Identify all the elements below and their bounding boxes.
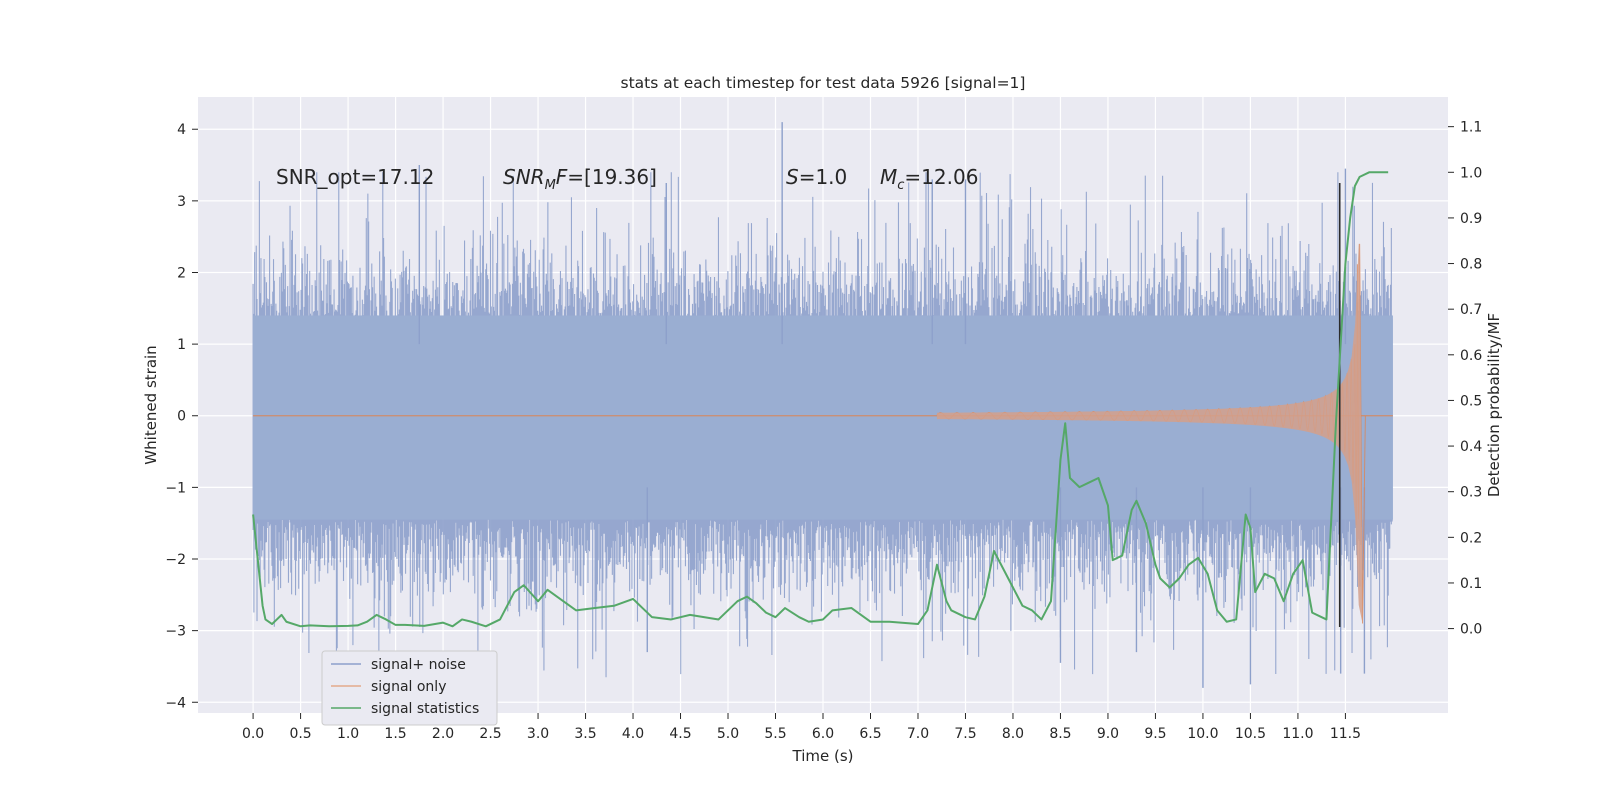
y-right-tick-label-10: 1.0 <box>1460 165 1482 181</box>
y-right-tick-label-9: 0.9 <box>1460 211 1482 227</box>
annotation-mc: Mc=12.06 <box>880 165 978 193</box>
y-right-tick-label-5: 0.5 <box>1460 393 1482 409</box>
x-tick-label-18: 9.0 <box>1097 726 1119 742</box>
x-tick-label-16: 8.0 <box>1002 726 1024 742</box>
x-tick-label-6: 3.0 <box>527 726 549 742</box>
x-tick-label-4: 2.0 <box>432 726 454 742</box>
x-tick-label-12: 6.0 <box>812 726 834 742</box>
y-left-tick-label-2: −2 <box>165 552 186 568</box>
series-signal-only <box>253 243 1393 624</box>
tick-layer: 0.0 0.5 1.0 1.5 2.0 2.5 3.0 3.5 4.0 4.5 5.0 5.5 6.0 6… <box>165 120 1482 742</box>
x-tick-label-11: 5.5 <box>764 726 786 742</box>
y-right-tick-label-7: 0.7 <box>1460 302 1482 318</box>
y-right-tick-label-2: 0.2 <box>1460 530 1482 546</box>
y-right-tick-label-6: 0.6 <box>1460 348 1482 364</box>
legend: signal+ noise signal only signal statist… <box>321 650 498 726</box>
annotation-mc-value: =12.06 <box>904 165 978 189</box>
y-right-tick-label-11: 1.1 <box>1460 120 1482 136</box>
data-layer <box>252 122 1393 688</box>
x-tick-label-17: 8.5 <box>1049 726 1071 742</box>
y-left-tick-label-7: 3 <box>177 194 186 210</box>
annotation-layer: SNR_opt=17.12 SNRMF=[19.36] S=1.0 Mc=12.… <box>276 165 978 193</box>
y-left-tick-label-6: 2 <box>177 265 186 281</box>
legend-label-signal-statistics: signal statistics <box>371 701 479 717</box>
x-tick-label-9: 4.5 <box>669 726 691 742</box>
x-tick-label-23: 11.5 <box>1330 726 1361 742</box>
x-tick-label-5: 2.5 <box>479 726 501 742</box>
y-left-tick-label-1: −3 <box>165 624 186 640</box>
x-tick-label-21: 10.5 <box>1235 726 1266 742</box>
y-left-tick-label-4: 0 <box>177 409 186 425</box>
x-tick-label-1: 0.5 <box>289 726 311 742</box>
y-left-tick-label-5: 1 <box>177 337 186 353</box>
x-tick-label-13: 6.5 <box>859 726 881 742</box>
annotation-snr-mf: SNRMF=[19.36] <box>503 165 657 193</box>
x-tick-label-10: 5.0 <box>717 726 739 742</box>
y-right-tick-label-8: 0.8 <box>1460 257 1482 273</box>
annotation-s: S=1.0 <box>786 165 847 189</box>
y-right-tick-label-4: 0.4 <box>1460 439 1482 455</box>
annotation-snr-mf-value: =[19.36] <box>567 165 657 189</box>
x-tick-label-20: 10.0 <box>1187 726 1218 742</box>
y-axis-label-right: Detection probability/MF <box>1485 313 1503 497</box>
x-tick-label-3: 1.5 <box>384 726 406 742</box>
signal-statistics-line <box>252 171 1389 628</box>
legend-label-signal-noise: signal+ noise <box>371 657 466 673</box>
legend-box <box>321 650 498 726</box>
y-right-tick-label-3: 0.3 <box>1460 485 1482 501</box>
x-tick-label-14: 7.0 <box>907 726 929 742</box>
x-tick-label-7: 3.5 <box>574 726 596 742</box>
chart-title: stats at each timestep for test data 592… <box>621 74 1026 92</box>
x-tick-label-0: 0.0 <box>242 726 264 742</box>
x-tick-label-22: 11.0 <box>1282 726 1313 742</box>
x-axis-label: Time (s) <box>792 747 854 765</box>
x-tick-label-15: 7.5 <box>954 726 976 742</box>
x-tick-label-8: 4.0 <box>622 726 644 742</box>
x-tick-label-19: 9.5 <box>1144 726 1166 742</box>
y-right-tick-label-0: 0.0 <box>1460 622 1482 638</box>
y-left-tick-label-0: −4 <box>165 695 186 711</box>
y-axis-label-left: Whitened strain <box>142 345 160 464</box>
annotation-snr-opt: SNR_opt=17.12 <box>276 165 434 189</box>
annotation-s-value: =1.0 <box>799 165 848 189</box>
y-right-tick-label-1: 0.1 <box>1460 576 1482 592</box>
x-tick-label-2: 1.0 <box>337 726 359 742</box>
y-left-tick-label-3: −1 <box>165 480 186 496</box>
legend-label-signal-only: signal only <box>371 679 446 695</box>
y-left-tick-label-8: 4 <box>177 122 186 138</box>
